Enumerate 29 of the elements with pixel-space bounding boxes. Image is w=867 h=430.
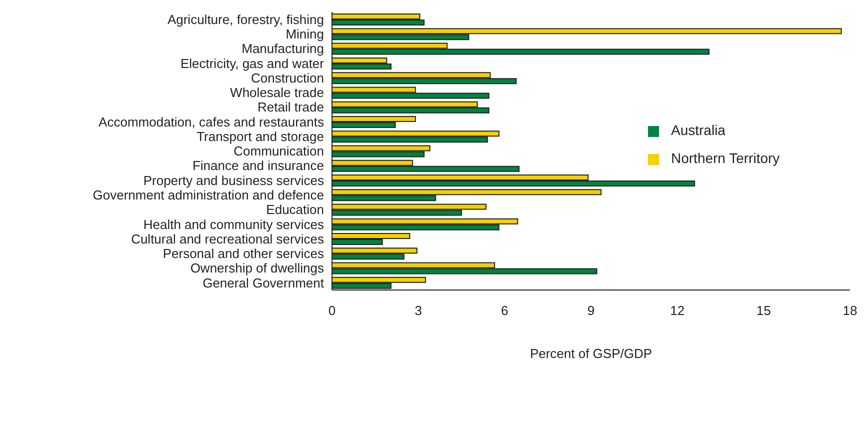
y-tick-label: Property and business services xyxy=(143,172,324,188)
y-tick-label: Cultural and recreational services xyxy=(131,231,324,246)
y-tick-label: Mining xyxy=(286,26,324,42)
y-tick-label: Ownership of dwellings xyxy=(190,260,324,276)
x-tick-label: 18 xyxy=(842,303,858,318)
y-tick-label: Personal and other services xyxy=(162,246,324,262)
y-tick-label: Government administration and defence xyxy=(92,188,324,203)
x-tick-label: 15 xyxy=(756,303,771,318)
y-tick-label: Education xyxy=(266,202,324,218)
y-tick-label: Construction xyxy=(251,70,324,86)
y-tick-label: Wholesale trade xyxy=(230,85,324,100)
y-tick-label: Health and community services xyxy=(143,216,324,232)
y-tick-label: Electricity, gas and water xyxy=(180,56,325,71)
x-axis-title: Percent of GSP/GDP xyxy=(530,346,652,361)
y-tick-label: Agriculture, forestry, fishing xyxy=(167,12,324,27)
y-tick-label: Transport and storage xyxy=(196,128,324,144)
y-tick-label: Retail trade xyxy=(258,100,324,115)
x-tick-label: 6 xyxy=(501,303,508,318)
legend-label: Northern Territory xyxy=(671,150,780,166)
y-tick-label: General Government xyxy=(202,275,324,290)
y-tick-label: Accommodation, cafes and restaurants xyxy=(98,114,324,130)
x-tick-label: 0 xyxy=(328,303,336,318)
x-tick-label: 12 xyxy=(670,303,685,318)
x-tick-label: 9 xyxy=(587,303,595,318)
x-tick-label: 3 xyxy=(414,303,422,318)
y-tick-label: Manufacturing xyxy=(242,41,324,56)
legend-label: Australia xyxy=(671,122,726,138)
y-tick-label: Finance and insurance xyxy=(192,158,324,174)
y-tick-label: Communication xyxy=(234,144,324,159)
